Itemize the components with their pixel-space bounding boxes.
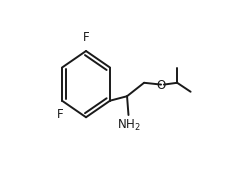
Text: O: O xyxy=(157,79,166,92)
Text: F: F xyxy=(57,108,64,121)
Text: NH$_2$: NH$_2$ xyxy=(117,118,140,133)
Text: F: F xyxy=(83,31,89,44)
